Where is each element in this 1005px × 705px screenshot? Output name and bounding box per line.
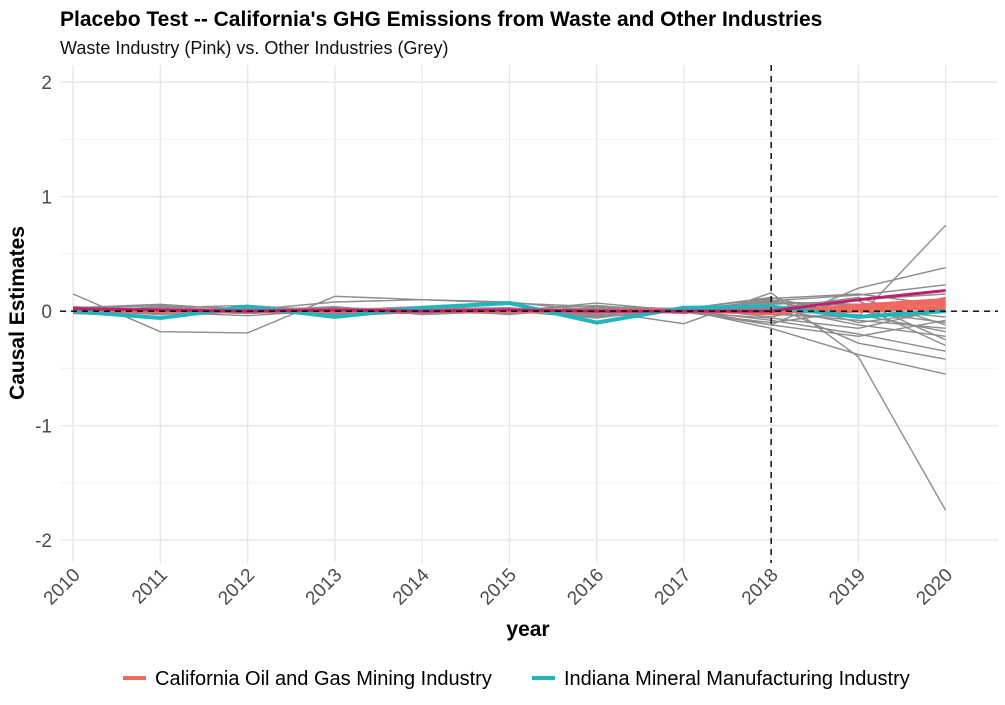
legend-label-indiana: Indiana Mineral Manufacturing Industry: [564, 668, 910, 690]
x-tick-labels: 2010 2011 2012 2013 2014 2015 2016 2017 2018 2019…: [40, 564, 957, 609]
y-tick-label: 0: [41, 302, 52, 323]
y-axis-title: Causal Estimates: [6, 226, 29, 400]
y-tick-labels: -2 -1 0 1 2: [35, 73, 52, 552]
chart-title: Placebo Test -- California's GHG Emissio…: [60, 8, 822, 31]
chart-subtitle: Waste Industry (Pink) vs. Other Industri…: [60, 38, 448, 58]
x-tick-label: 2015: [476, 565, 521, 610]
legend-label-california: California Oil and Gas Mining Industry: [155, 668, 492, 690]
x-tick-label: 2019: [825, 565, 870, 610]
y-tick-label: 2: [41, 73, 52, 94]
y-tick-label: -2: [35, 531, 52, 552]
reference-lines: [60, 65, 998, 563]
x-tick-label: 2014: [389, 564, 434, 609]
x-tick-label: 2018: [738, 565, 783, 610]
x-tick-label: 2020: [912, 565, 957, 610]
x-tick-label: 2016: [563, 565, 608, 610]
y-tick-label: -1: [35, 417, 52, 438]
x-tick-label: 2010: [40, 565, 85, 610]
x-tick-label: 2013: [302, 565, 347, 610]
y-tick-label: 1: [41, 188, 52, 209]
x-axis-title: year: [506, 618, 549, 641]
x-tick-label: 2012: [214, 565, 259, 610]
legend: California Oil and Gas Mining Industry I…: [123, 668, 910, 690]
x-tick-label: 2011: [128, 565, 172, 609]
x-tick-label: 2017: [651, 565, 696, 610]
